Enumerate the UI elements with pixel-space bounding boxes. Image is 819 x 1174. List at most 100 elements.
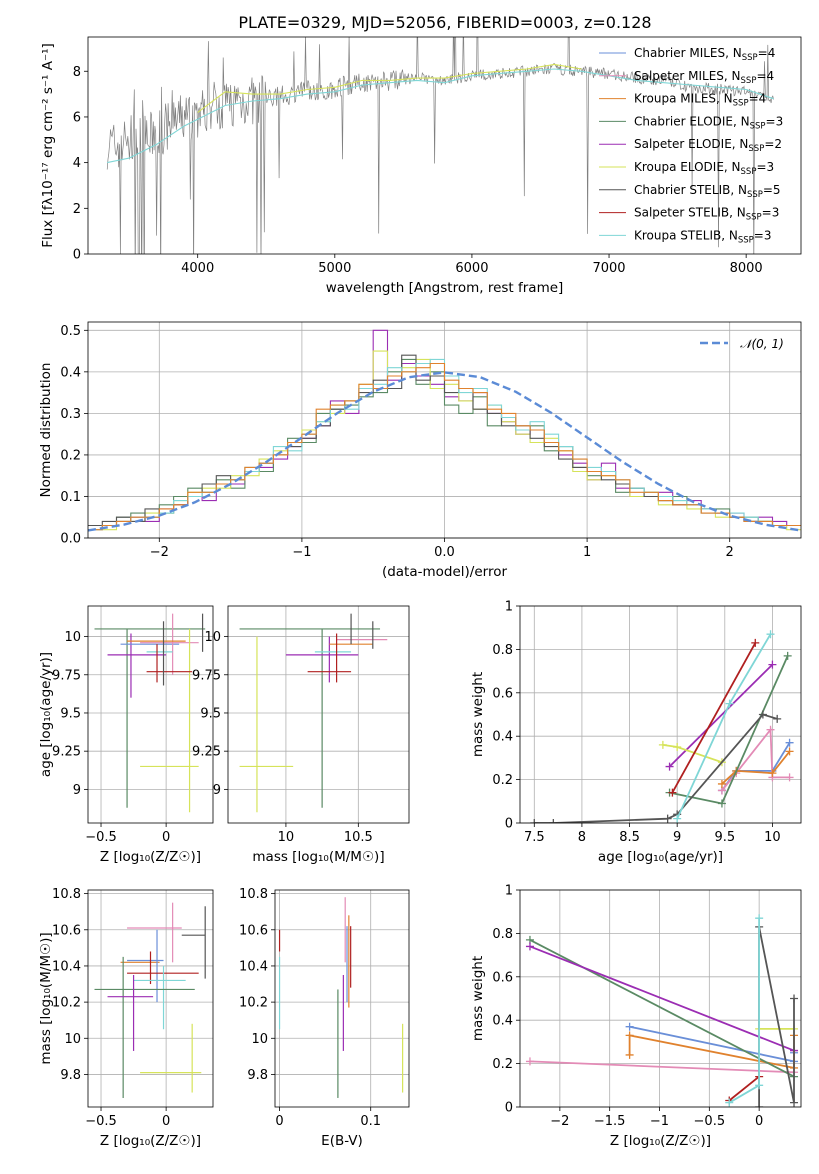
legend-label: Salpeter STELIB, NSSP=3 [634,206,779,223]
y-tick-label: 0.2 [60,448,81,463]
legend-label-sub: SSP [741,76,757,86]
x-tick-label: −0.5 [85,830,117,845]
plot-frame [519,889,802,1108]
grid-Z_vs_age [88,606,213,823]
x-axis-label: E(B-V) [321,1133,363,1149]
y-tick-label: 0 [505,817,513,832]
legend-label-name: Chabrier ELODIE, N [634,114,750,128]
x-tick-label: 6000 [455,261,488,276]
x-axis-label: wavelength [Angstrom, rest frame] [326,280,564,296]
legend-label-sub: SSP [747,190,763,200]
data-marker [751,638,760,647]
data-marker [785,747,794,756]
x-tick-label: 10.5 [344,830,373,845]
data-marker [673,743,682,752]
data-marker [625,1031,634,1040]
legend-label-tail: =3 [766,114,784,128]
y-axis-label: Normed distribution [38,363,54,498]
x-tick-label: −1 [650,1114,669,1129]
y-tick-label: 9.25 [52,745,81,760]
plot-area-Z_vs_mass [94,902,206,1098]
x-tick-label: 0 [755,1114,763,1129]
data-marker [525,1057,534,1066]
y-tick-label: 9.75 [52,668,81,683]
x-tick-label: 0 [275,1114,283,1129]
data-marker [773,714,782,723]
plot-frame [87,36,802,255]
x-tick-label: 8.5 [619,830,640,845]
x-axis-label: Z [log₁₀(Z/Z☉)] [100,849,201,865]
grid-EBV_vs_mass [275,890,409,1107]
series-line [529,939,795,1078]
legend-label-name: Chabrier STELIB, N [634,183,747,197]
data-marker [725,699,734,708]
data-marker [625,1050,634,1059]
y-tick-label: 10.8 [52,887,81,902]
chart-Z_vs_massweight: −2 −1.5 −1 −0.5 0 0 0.2 0.4 0.6 0.8 1 Z [log₁₀(Z/Z☉… [470,884,802,1149]
legend-label: Salpeter ELODIE, NSSP=2 [634,137,782,154]
plot-frame [227,605,410,824]
y-tick-label: 0.8 [492,643,513,658]
y-tick-label: 8 [73,65,81,80]
data-marker [758,710,767,719]
y-tick-label: 0.2 [492,1057,513,1072]
series-line [671,642,757,794]
data-marker [717,799,726,808]
x-tick-label: 1 [583,545,591,560]
data-marker [785,773,794,782]
x-tick-label: −1.5 [594,1114,626,1129]
y-axis-label: mass weight [470,956,486,1041]
data-spectrum-line [106,37,774,254]
figure-title: PLATE=0329, MJD=52056, FIBERID=0003, z=0… [238,13,651,32]
data-marker [766,725,775,734]
y-tick-label: 10.6 [52,923,81,938]
legend-label-tail: =4 [756,69,774,83]
legend-label: Kroupa MILES, NSSP=4 [634,92,766,109]
y-tick-label: 10.4 [239,959,268,974]
plot-area-age_vs_massweight [530,630,794,823]
legend-label: Chabrier STELIB, NSSP=5 [634,183,781,200]
legend-label-tail: =3 [762,206,780,220]
legend-label: Kroupa ELODIE, NSSP=3 [634,160,774,177]
legend-label-name: Salpeter MILES, N [634,69,741,83]
data-marker [625,1022,634,1031]
plot-area-Z_vs_age [94,613,206,813]
legend-label-name: Salpeter ELODIE, N [634,137,748,151]
data-marker [665,762,674,771]
data-marker [663,814,672,823]
y-tick-label: 6 [73,110,81,125]
legend-label-name: Kroupa MILES, N [634,92,733,106]
x-tick-label: 0.1 [360,1114,381,1129]
legend-label: Chabrier ELODIE, NSSP=3 [634,114,783,131]
data-marker [755,1103,764,1107]
grid-residuals [88,322,801,539]
series-line [662,744,723,764]
x-axis-label: Z [log₁₀(Z/Z☉)] [100,1133,201,1149]
y-tick-label: 10.6 [239,923,268,938]
x-tick-label: 0 [162,830,170,845]
data-marker [673,814,682,823]
series-line [728,1075,760,1102]
legend-label-sub: SSP [733,99,749,109]
grid-age_vs_massweight [520,605,801,824]
y-tick-label: 10 [204,630,221,645]
plot-frame [87,321,802,539]
y-tick-label: 10 [64,1032,81,1047]
x-tick-label: −0.5 [694,1114,726,1129]
model-line [197,63,582,113]
y-tick-label: 0.4 [492,1014,513,1029]
data-marker [668,788,677,797]
series-line [529,945,795,1052]
x-axis-label: (data-model)/error [382,564,508,580]
data-marker [525,942,534,951]
y-tick-label: 0.8 [492,927,513,942]
x-tick-label: 9.5 [714,830,735,845]
data-marker [755,1081,764,1090]
y-tick-label: 0 [505,1101,513,1116]
y-tick-label: 0.6 [492,686,513,701]
y-tick-label: 4 [73,156,81,171]
plot-frame [519,605,802,824]
x-tick-label: −2 [550,1114,569,1129]
